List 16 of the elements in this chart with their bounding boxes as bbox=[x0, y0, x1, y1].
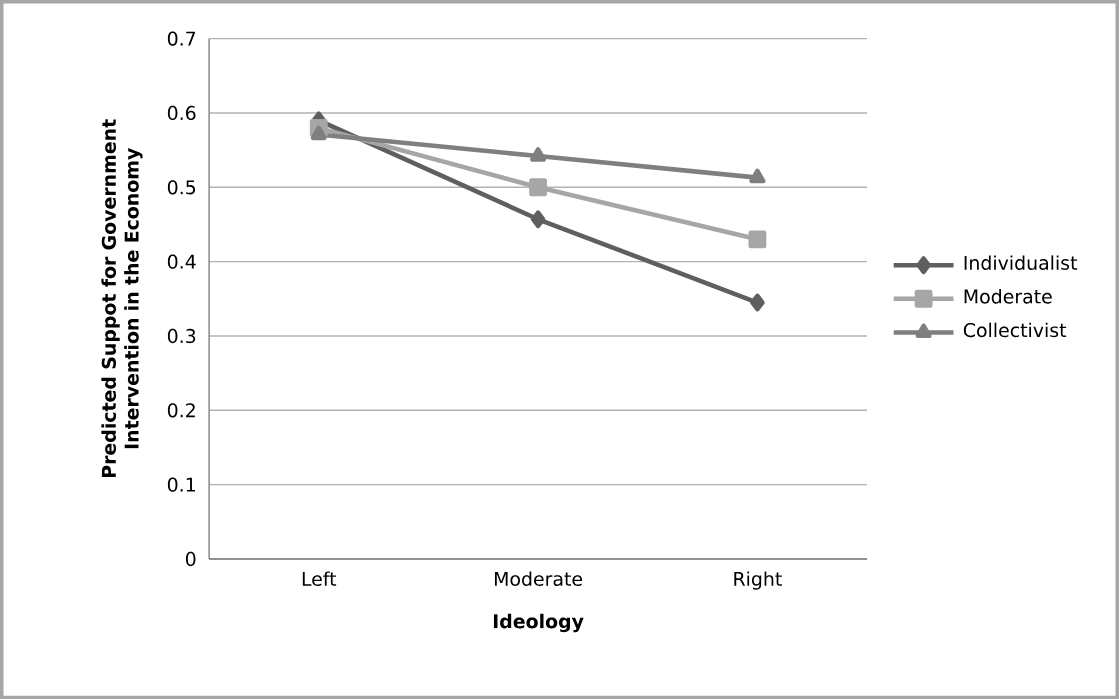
x-axis-title: Ideology bbox=[493, 613, 584, 633]
legend-label: Collectivist bbox=[963, 322, 1067, 338]
x-tick-label: Moderate bbox=[494, 571, 583, 586]
y-tick-label: 0.4 bbox=[167, 254, 196, 269]
y-tick-label: 0.6 bbox=[167, 105, 196, 120]
x-tick-label: Left bbox=[302, 571, 337, 586]
y-tick-label: 0.3 bbox=[167, 328, 196, 343]
y-tick-label: 0 bbox=[185, 551, 196, 566]
y-axis-title: Predicted Suppot for Government Intervention in the Economy bbox=[101, 119, 143, 477]
x-tick-label: Right bbox=[734, 571, 782, 590]
y-tick-label: 0.1 bbox=[167, 477, 195, 492]
legend-label: Moderate bbox=[964, 288, 1052, 304]
y-tick-label: 0.2 bbox=[167, 403, 195, 418]
y-tick-label: 0.7 bbox=[167, 31, 196, 46]
y-tick-label: 0.5 bbox=[167, 180, 196, 195]
legend-label: Individualist bbox=[964, 255, 1078, 270]
